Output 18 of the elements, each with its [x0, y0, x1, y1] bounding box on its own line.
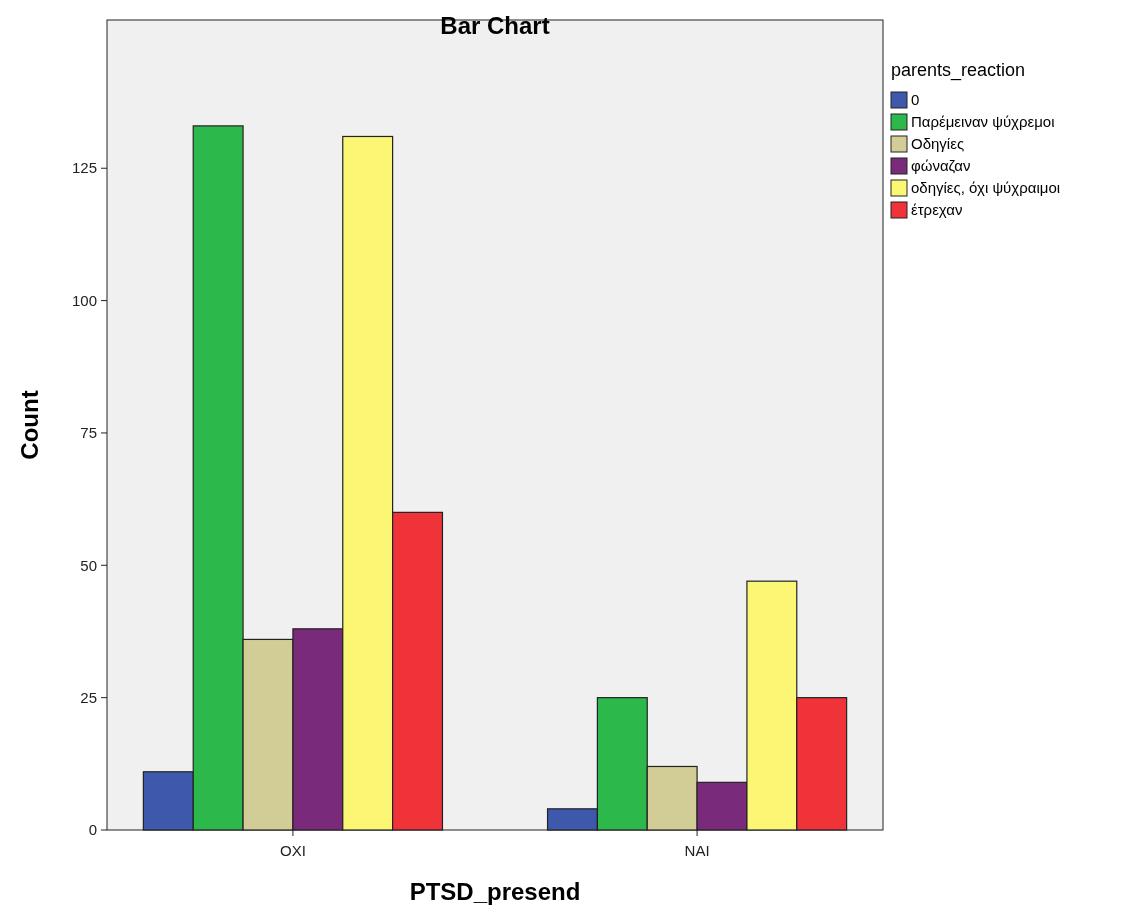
y-tick-label: 100: [71, 291, 97, 309]
legend-label: φώναζαν: [911, 157, 971, 174]
y-tick-label: 75: [80, 424, 97, 442]
y-tick-label: 25: [80, 688, 97, 706]
x-axis-title: PTSD_presend: [409, 878, 581, 905]
y-tick-label: 50: [80, 556, 97, 574]
chart-title: Bar Chart: [440, 12, 550, 39]
legend-label: έτρεχαν: [911, 201, 963, 218]
y-tick-label: 0: [88, 821, 97, 839]
y-axis-title: Count: [16, 390, 43, 460]
x-tick-label: ΝΑΙ: [684, 842, 710, 859]
legend-label: οδηγίες, όχι ψύχραιμοι: [911, 179, 1061, 196]
legend-title: parents_reaction: [891, 60, 1026, 81]
x-tick-label: ΟΧΙ: [279, 842, 306, 859]
legend-label: 0: [911, 91, 920, 108]
legend-label: Παρέμειναν ψύχρεμοι: [911, 113, 1055, 130]
y-tick-label: 125: [71, 159, 97, 177]
legend-label: Οδηγίες: [911, 135, 965, 152]
